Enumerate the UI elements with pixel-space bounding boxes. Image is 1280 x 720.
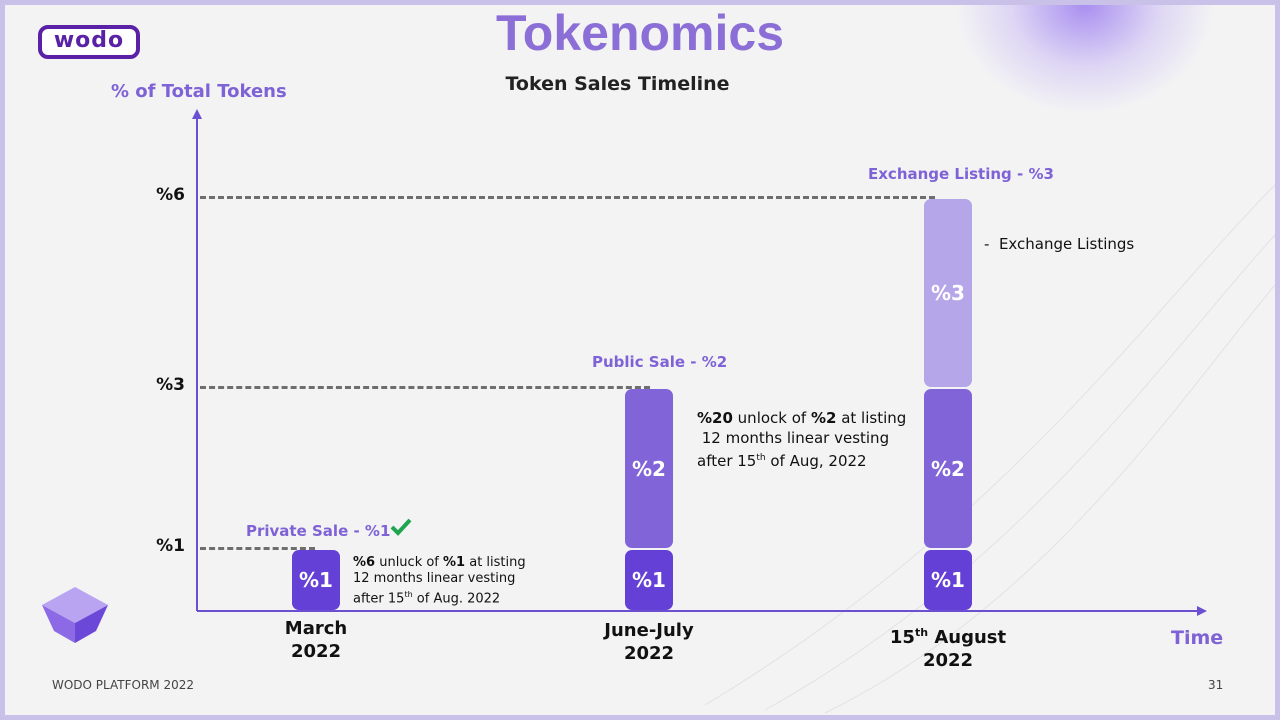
- guide-line: [200, 547, 315, 550]
- x-category-label: 15th August 2022: [868, 621, 1028, 672]
- page-number: 31: [1208, 678, 1224, 692]
- note-text: after 15: [353, 591, 405, 607]
- category-text: August: [928, 627, 1007, 648]
- bar-title-public-sale: Public Sale - %2: [592, 353, 728, 371]
- category-line1: June-July: [604, 620, 694, 641]
- note-text: after 15: [697, 452, 757, 470]
- bar-segment-exchange-listing: %3: [924, 199, 972, 387]
- note-text: 12 months linear vesting: [353, 571, 516, 586]
- category-text: 15: [889, 627, 915, 648]
- note-text: 12 months linear vesting: [697, 429, 890, 447]
- note-bold: %1: [443, 555, 466, 570]
- y-tick-label: %6: [156, 185, 185, 205]
- y-axis-arrow-icon: [192, 109, 202, 119]
- bar-title-exchange-listing: Exchange Listing - %3: [868, 165, 1054, 183]
- note-bold: %6: [353, 555, 376, 570]
- bar-segment-private-sale: %1: [292, 550, 340, 610]
- bar-segment-private-sale: %1: [625, 550, 673, 610]
- chart-title: Token Sales Timeline: [505, 73, 730, 95]
- footer-text: WODO PLATFORM 2022: [52, 678, 195, 692]
- x-category-label: June-July 2022: [569, 619, 729, 665]
- bar-segment-public-sale: %2: [924, 389, 972, 548]
- cube-icon: [42, 587, 108, 643]
- x-category-label: March 2022: [236, 617, 396, 663]
- note-text: th: [756, 453, 766, 463]
- category-line2: 2022: [623, 643, 675, 664]
- public-sale-note: %20 unlock of %2 at listing 12 months li…: [697, 408, 906, 471]
- category-text: th: [914, 626, 929, 639]
- note-text: of Aug. 2022: [412, 591, 501, 607]
- category-line2: 2022: [290, 641, 342, 662]
- note-text: of Aug, 2022: [765, 452, 867, 470]
- y-tick-label: %3: [156, 375, 185, 395]
- y-axis: [196, 117, 198, 611]
- decorative-arcs: [704, 184, 1275, 714]
- x-axis-label: Time: [1171, 627, 1224, 649]
- bar-segment-public-sale: %2: [625, 389, 673, 548]
- page-title: Tokenomics: [495, 5, 785, 61]
- exchange-listing-note: - Exchange Listings: [984, 235, 1135, 253]
- x-axis-arrow-icon: [1197, 606, 1207, 616]
- y-tick-label: %1: [156, 536, 185, 556]
- bar-title-private-sale: Private Sale - %1: [246, 522, 391, 540]
- wodo-logo: wodo: [38, 25, 140, 59]
- slide: wodo Tokenomics Token Sales Timeline % o…: [5, 5, 1275, 715]
- category-line2: 2022: [922, 650, 974, 671]
- note-text: unluck of: [375, 555, 444, 570]
- x-axis: [197, 610, 1197, 612]
- note-bold: %20: [697, 409, 733, 427]
- note-text: at listing: [465, 555, 526, 570]
- guide-line: [200, 196, 935, 199]
- category-line1: March: [284, 618, 348, 639]
- guide-line: [200, 386, 650, 389]
- bar-segment-private-sale: %1: [924, 550, 972, 610]
- check-icon: [390, 518, 412, 536]
- y-axis-label: % of Total Tokens: [111, 81, 287, 102]
- category-line1: 15th August: [868, 621, 1028, 649]
- note-bold: %2: [810, 409, 837, 427]
- private-sale-note: %6 unluck of %1 at listing 12 months lin…: [353, 555, 526, 607]
- note-text: unlock of: [732, 409, 811, 427]
- note-text: th: [404, 590, 413, 599]
- note-text: at listing: [836, 409, 907, 427]
